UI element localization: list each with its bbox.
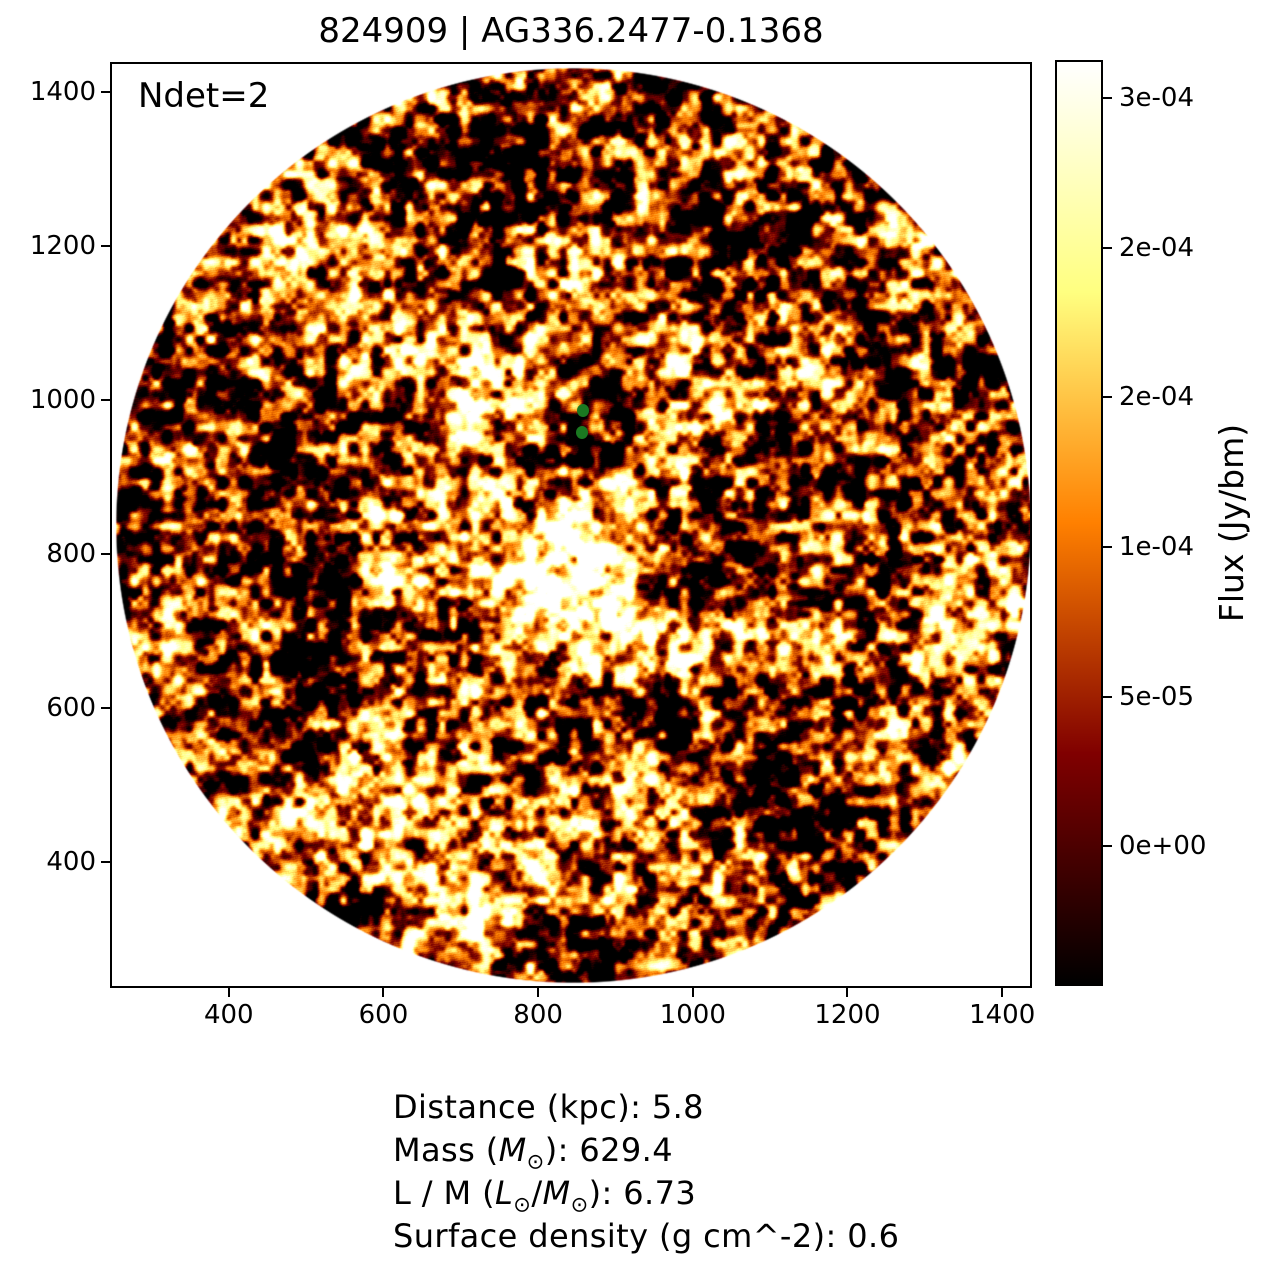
plot-title: 824909 | AG336.2477-0.1368 bbox=[318, 11, 824, 51]
footer-line: L / M (L⊙/M⊙): 6.73 bbox=[393, 1172, 1093, 1217]
x-tick-mark bbox=[846, 988, 849, 997]
colorbar-tick-mark bbox=[1103, 96, 1112, 99]
detection-marker bbox=[576, 403, 589, 417]
x-tick-label: 1400 bbox=[969, 1000, 1036, 1030]
y-tick-mark bbox=[101, 398, 110, 401]
footer-text-segment: ): 629.4 bbox=[544, 1131, 673, 1169]
x-tick-label: 600 bbox=[358, 1000, 409, 1030]
y-tick-label: 1400 bbox=[29, 76, 96, 107]
y-tick-mark bbox=[101, 552, 110, 555]
colorbar-tick-mark bbox=[1103, 246, 1112, 249]
x-tick-mark bbox=[691, 988, 694, 997]
x-tick-mark bbox=[1001, 988, 1004, 997]
y-tick-label: 600 bbox=[46, 692, 96, 723]
y-tick-mark bbox=[101, 706, 110, 709]
plot-area: Ndet=2 bbox=[110, 62, 1032, 988]
colorbar-tick-mark bbox=[1103, 695, 1112, 698]
x-tick-mark bbox=[537, 988, 540, 997]
x-tick-label: 800 bbox=[513, 1000, 563, 1030]
footer-text-segment: ⊙ bbox=[570, 1191, 589, 1217]
y-tick-label: 800 bbox=[46, 538, 96, 569]
colorbar-tick-label: 5e-05 bbox=[1119, 681, 1195, 712]
x-tick-label: 400 bbox=[203, 1000, 254, 1030]
y-tick-label: 1000 bbox=[29, 384, 96, 415]
colorbar-tick-mark bbox=[1103, 845, 1112, 848]
x-tick-label: 1000 bbox=[659, 1000, 726, 1030]
colorbar-tick-label: 2e-04 bbox=[1119, 382, 1195, 413]
y-tick-label: 400 bbox=[46, 846, 96, 877]
flux-image bbox=[112, 64, 1030, 986]
ndet-annotation: Ndet=2 bbox=[138, 76, 270, 116]
colorbar-tick-label: 0e+00 bbox=[1119, 831, 1207, 862]
footer-line: Mass (M⊙): 629.4 bbox=[393, 1129, 1093, 1174]
colorbar-tick-label: 2e-04 bbox=[1119, 232, 1195, 263]
footer-text-segment: ⊙ bbox=[513, 1191, 532, 1217]
x-tick-mark bbox=[382, 988, 385, 997]
colorbar-label: Flux (Jy/bm) bbox=[1212, 423, 1251, 623]
footer-text-segment: Surface density (g cm^-2): 0.6 bbox=[393, 1217, 900, 1255]
y-tick-mark bbox=[101, 860, 110, 863]
footer-text-segment: M bbox=[498, 1131, 527, 1169]
colorbar-tick-mark bbox=[1103, 545, 1112, 548]
x-tick-mark bbox=[227, 988, 230, 997]
footer-text-segment: / bbox=[531, 1174, 543, 1212]
footer-annotations: Distance (kpc): 5.8 Mass (M⊙): 629.4 L / M… bbox=[393, 1086, 1093, 1258]
footer-line: Distance (kpc): 5.8 bbox=[393, 1086, 1093, 1129]
footer-text-segment: ⊙ bbox=[526, 1148, 545, 1174]
colorbar-tick-mark bbox=[1103, 396, 1112, 399]
footer-text-segment: M bbox=[542, 1174, 571, 1212]
colorbar-tick-label: 1e-04 bbox=[1119, 531, 1195, 562]
colorbar bbox=[1055, 60, 1103, 986]
footer-text-segment: Distance (kpc): 5.8 bbox=[393, 1088, 704, 1126]
y-tick-mark bbox=[101, 90, 110, 93]
y-tick-mark bbox=[101, 244, 110, 247]
footer-line: Surface density (g cm^-2): 0.6 bbox=[393, 1215, 1093, 1258]
footer-text-segment: ): 6.73 bbox=[588, 1174, 697, 1212]
y-tick-label: 1200 bbox=[29, 230, 96, 261]
x-tick-label: 1200 bbox=[814, 1000, 881, 1030]
footer-text-segment: L bbox=[495, 1174, 514, 1212]
colorbar-tick-label: 3e-04 bbox=[1119, 82, 1195, 113]
footer-text-segment: Mass ( bbox=[393, 1131, 499, 1169]
footer-text-segment: L / M ( bbox=[393, 1174, 496, 1212]
detection-marker bbox=[576, 426, 589, 440]
